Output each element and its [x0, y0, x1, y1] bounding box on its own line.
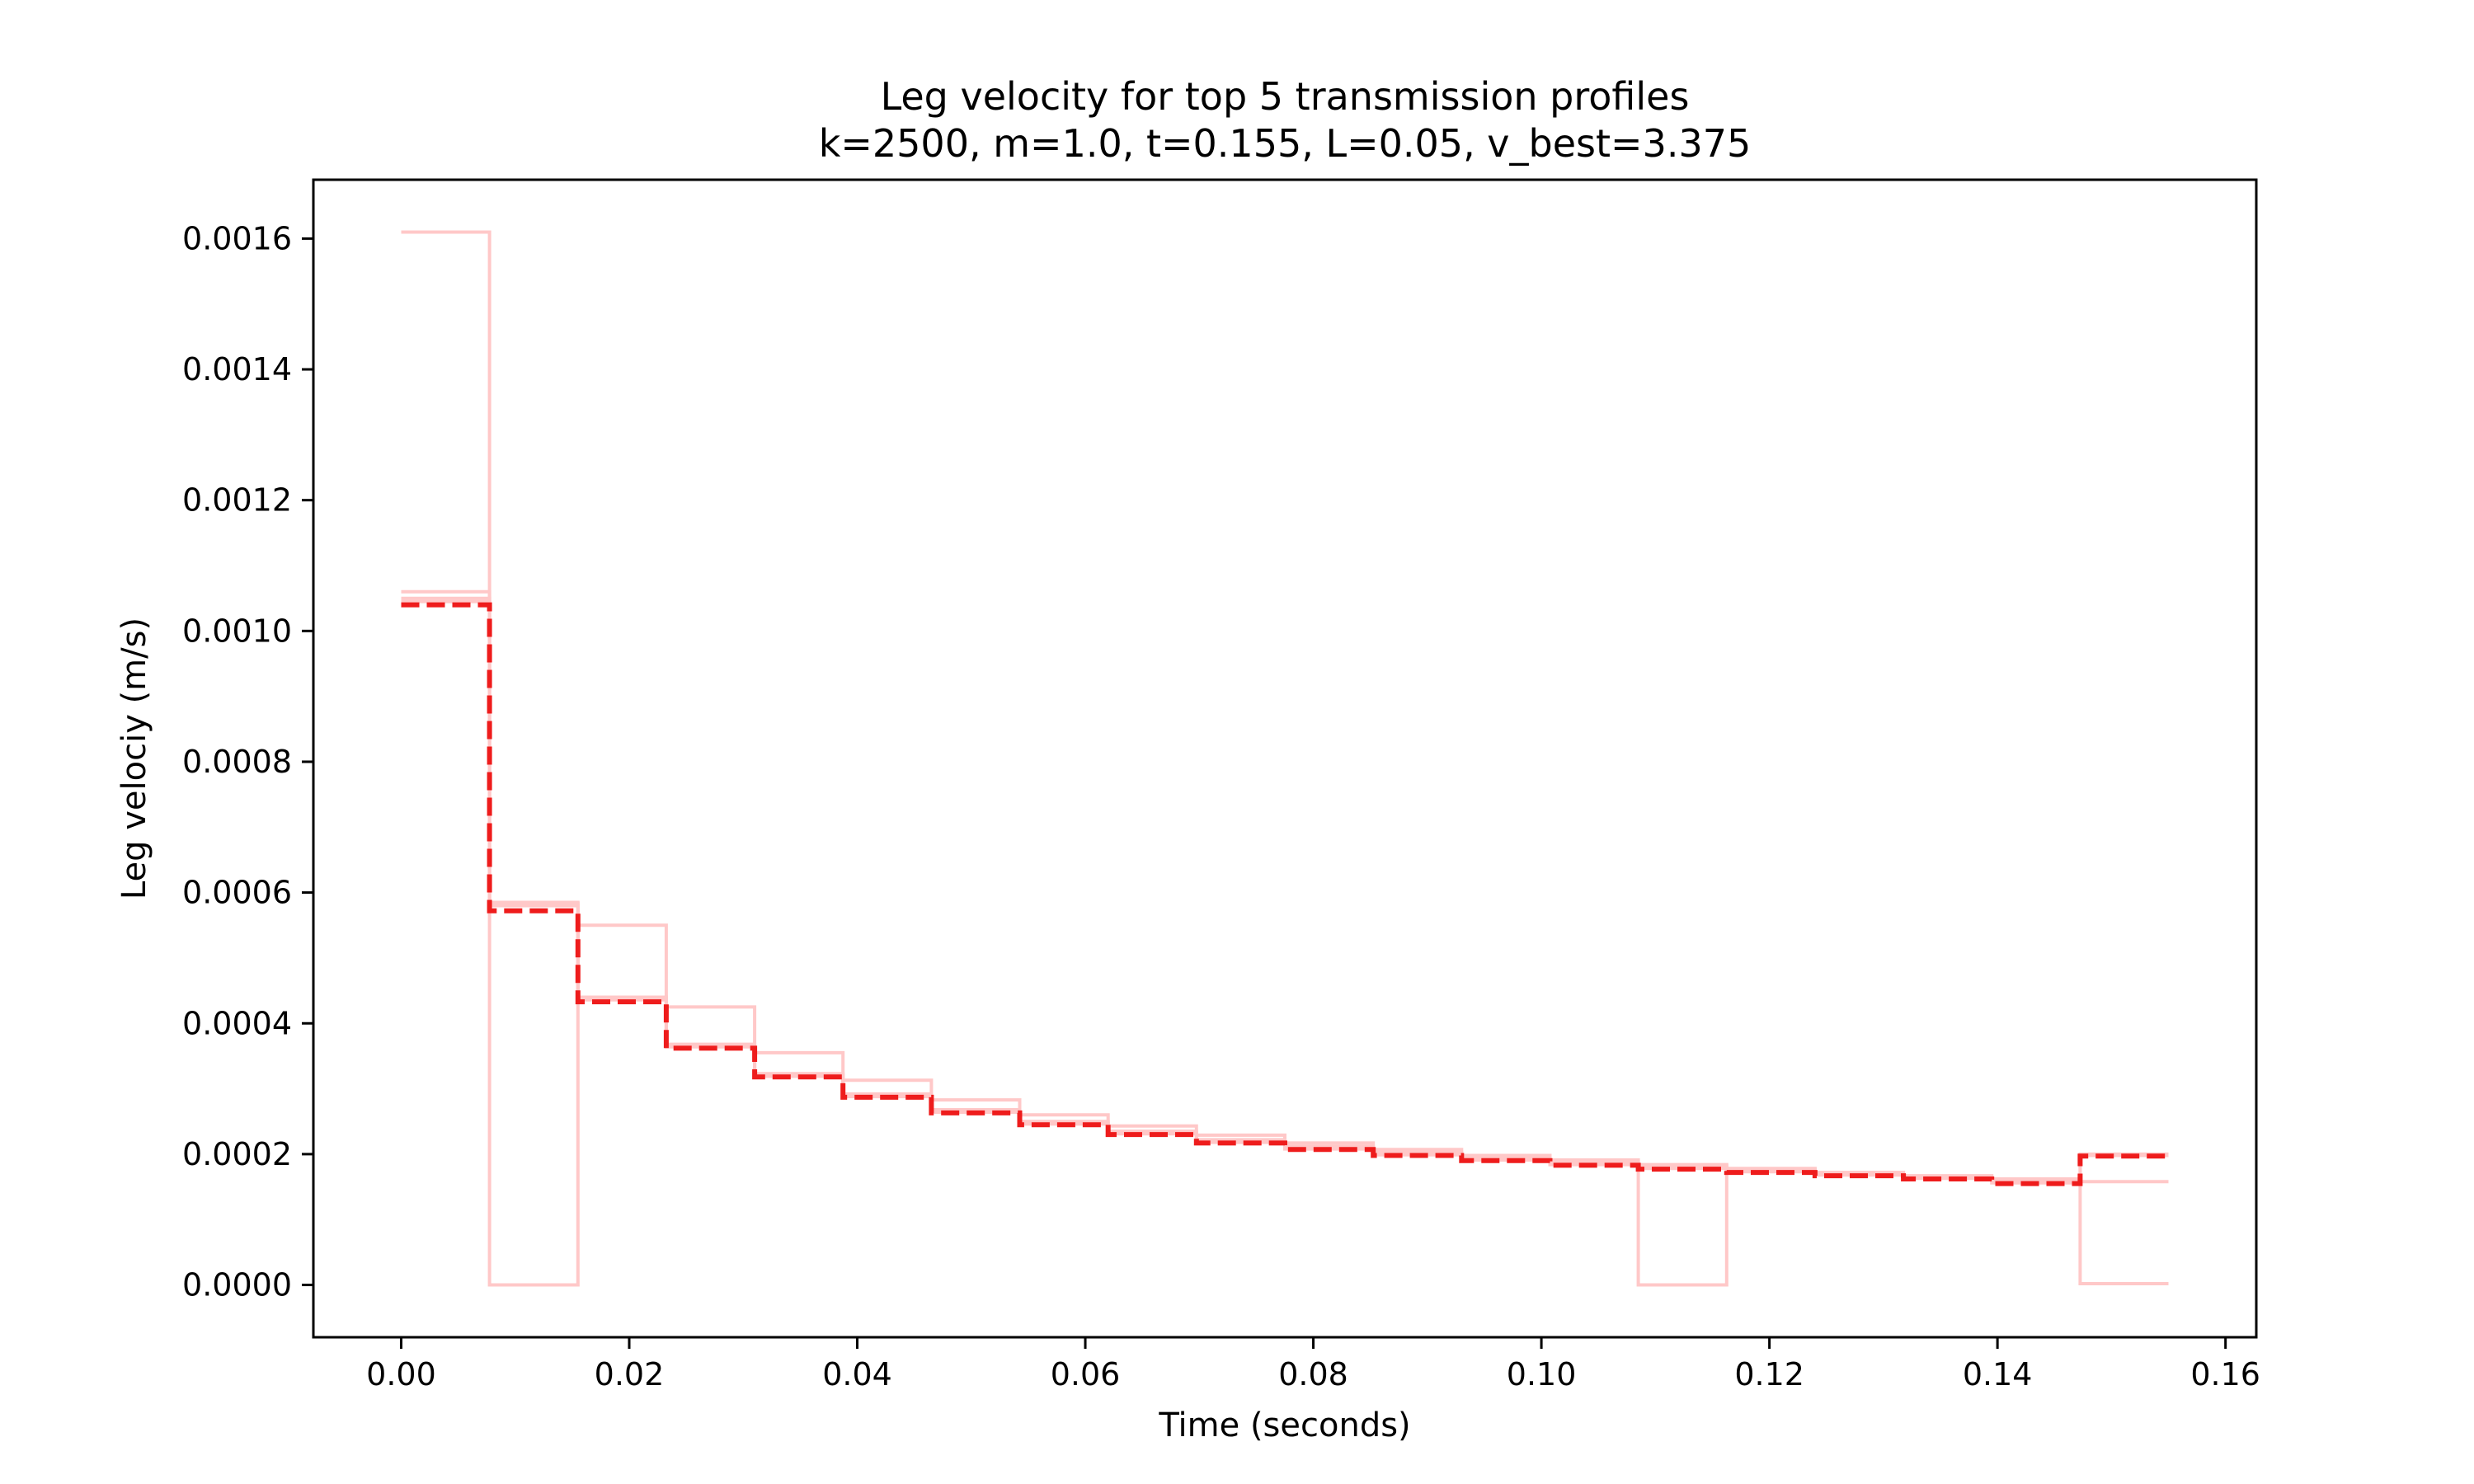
y-tick-label: 0.0010 — [182, 613, 292, 649]
chart-subtitle: k=2500, m=1.0, t=0.155, L=0.05, v_best=3… — [819, 121, 1752, 166]
x-axis-label: Time (seconds) — [1158, 1407, 1410, 1444]
x-tick-label: 0.10 — [1507, 1356, 1577, 1392]
x-tick-label: 0.12 — [1734, 1356, 1804, 1392]
x-tick-label: 0.00 — [366, 1356, 436, 1392]
y-tick-label: 0.0006 — [182, 875, 292, 911]
y-tick-label: 0.0016 — [182, 220, 292, 256]
y-tick-label: 0.0004 — [182, 1005, 292, 1041]
y-tick-label: 0.0008 — [182, 744, 292, 780]
y-tick-label: 0.0014 — [182, 351, 292, 387]
chart-title: Leg velocity for top 5 transmission prof… — [881, 74, 1690, 119]
y-tick-label: 0.0002 — [182, 1136, 292, 1172]
x-tick-label: 0.14 — [1963, 1356, 2033, 1392]
x-tick-label: 0.16 — [2190, 1356, 2260, 1392]
y-axis-label: Leg velociy (m/s) — [115, 618, 153, 899]
x-tick-label: 0.02 — [595, 1356, 665, 1392]
plot-frame — [312, 178, 2258, 1339]
x-axis: 0.00 0.02 0.04 0.06 0.08 0.10 0.12 0.14 0.16 — [366, 1337, 2260, 1392]
y-axis: 0.0000 0.0002 0.0004 0.0006 0.0008 0.0010 0.00… — [182, 220, 313, 1303]
x-tick-label: 0.04 — [822, 1356, 892, 1392]
y-tick-label: 0.0012 — [182, 482, 292, 519]
x-tick-label: 0.06 — [1051, 1356, 1121, 1392]
x-tick-label: 0.08 — [1278, 1356, 1348, 1392]
series-layer — [401, 230, 2169, 1287]
y-tick-label: 0.0000 — [182, 1267, 292, 1303]
series-line-best-profile — [401, 602, 2169, 1186]
